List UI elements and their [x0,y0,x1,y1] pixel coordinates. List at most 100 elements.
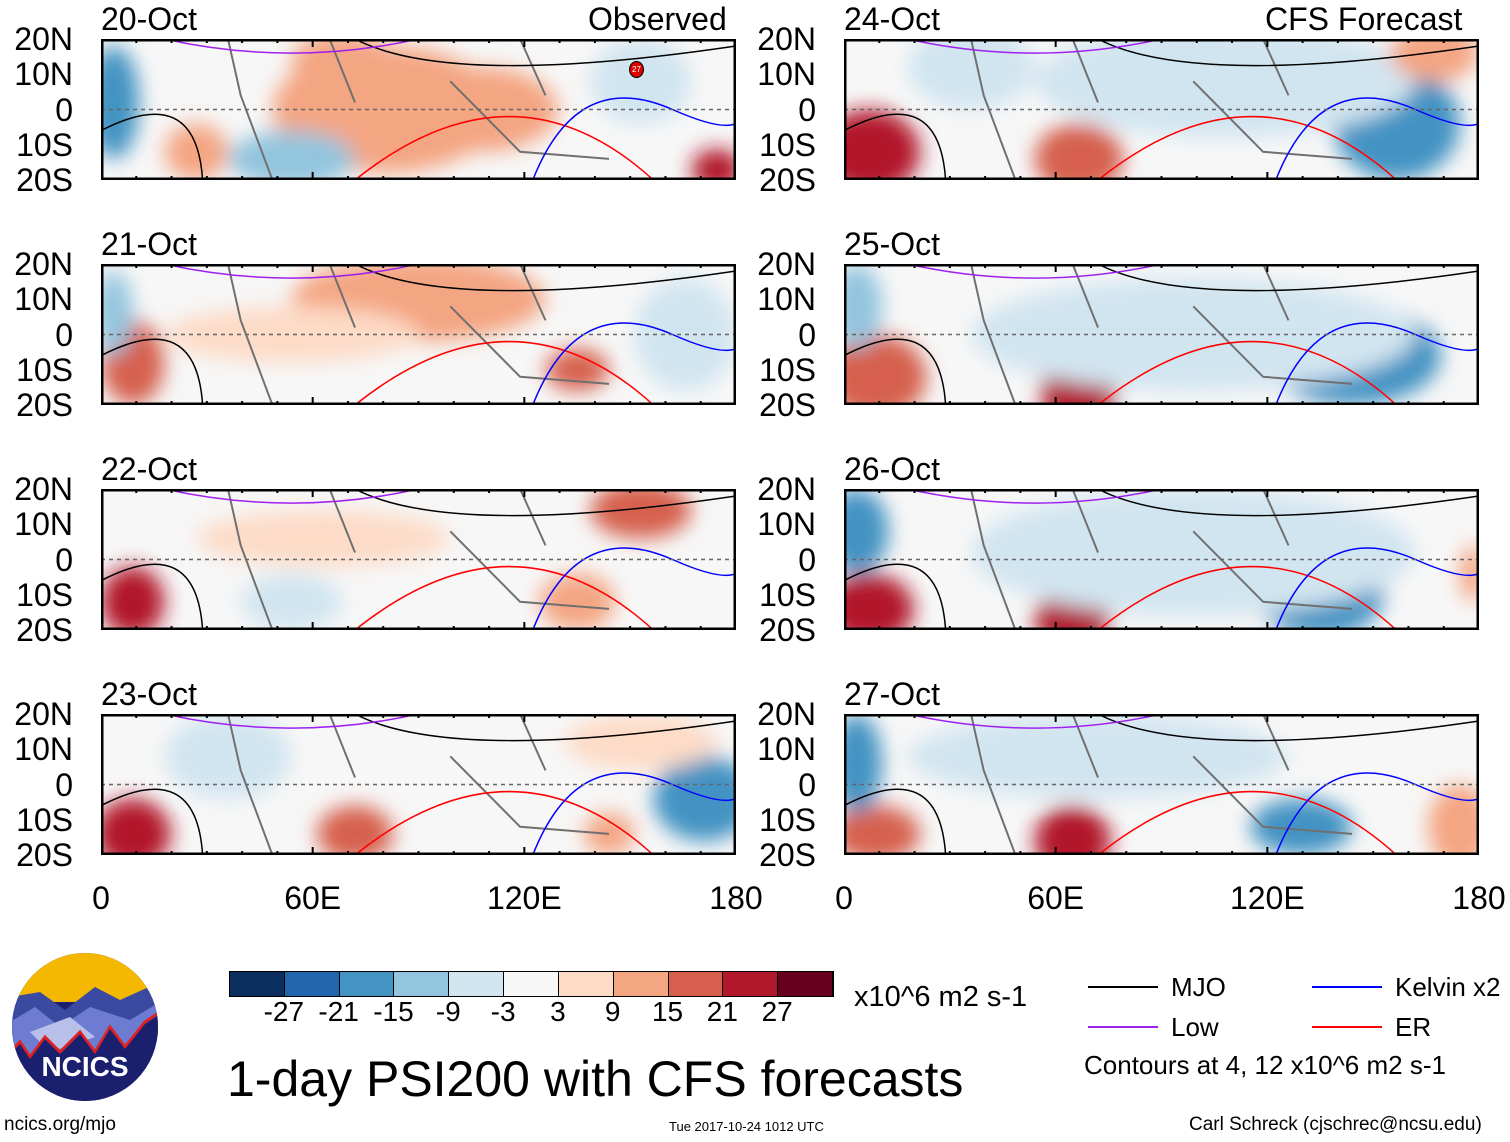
mjo-contour [1097,264,1479,292]
colorbar-tick: 27 [761,996,793,1027]
lat-label: 20N [757,246,816,282]
lat-label: 20S [759,612,816,648]
storm-marker: 27 [629,61,644,78]
panel-title: 27-Oct [844,676,941,712]
anomaly-region [164,123,228,180]
colorbar-swatch [284,972,340,996]
coastline [970,714,1353,855]
legend-label: Low [1171,1012,1219,1042]
lat-label: 0 [798,766,816,803]
mjo-contour [1097,714,1479,742]
mjo-contour [844,788,947,855]
anomaly-region [907,714,1289,799]
anomaly-region [316,805,394,855]
lat-label: 10N [14,506,73,543]
anomaly-region [583,812,635,855]
lat-label: 10N [14,56,73,93]
anomaly-region [971,489,1416,616]
coastline [227,264,610,405]
legend-label: MJO [1171,972,1226,1002]
lat-label: 20S [759,162,816,198]
coastline [970,489,1353,630]
coastline [227,714,610,855]
lat-label: 20S [16,162,73,198]
anomaly-region [164,714,292,799]
lat-label: 10N [757,281,816,318]
anomaly-region [971,278,1416,391]
lat-label: 20N [14,21,73,57]
timestamp: Tue 2017-10-24 1012 UTC [669,1119,824,1134]
coastline [227,489,610,630]
mjo-contour [354,714,736,742]
lon-label: 180 [1452,880,1506,916]
lat-label: 0 [55,91,73,128]
anomaly-region [844,334,927,405]
legend-label: ER [1395,1012,1432,1042]
anomaly-region [844,489,889,574]
er-contour [1097,115,1397,180]
lat-label: 10S [759,351,816,388]
colorbar-units: x10^6 m2 s-1 [854,981,1028,1013]
colorbar-tick: 15 [651,996,684,1027]
lat-label: 10N [757,56,816,93]
mjo-contour [101,563,204,630]
figure-title: 1-day PSI200 with CFS forecasts [227,1051,964,1107]
lat-label: 20N [757,471,816,507]
low-contour [164,714,419,729]
anomaly-region [691,148,736,180]
low-contour [907,39,1162,54]
lat-label: 10S [759,126,816,163]
legend-label: Kelvin x2 [1395,972,1501,1002]
colorbar-tick: -15 [373,996,414,1027]
colorbar-swatch [613,972,669,996]
er-contour [354,340,654,405]
lat-label: 20S [16,612,73,648]
legend-line [1312,1026,1382,1028]
anomaly-region [1034,123,1124,180]
map-panel [101,489,736,630]
panel-title: 23-Oct [101,676,198,712]
lat-label: 10S [16,576,73,613]
mjo-contour [844,113,947,180]
er-contour [1097,340,1397,405]
anomaly-region [405,67,559,152]
map-panel [844,489,1479,630]
anomaly-region [844,805,921,855]
panel-title: 21-Oct [101,226,198,262]
anomaly-region [164,306,419,363]
anomaly-region [907,39,1035,110]
lat-label: 20S [759,837,816,873]
lon-label: 0 [92,880,110,916]
anomaly-region [240,573,343,630]
map-panel [101,264,736,405]
lat-label: 10S [759,576,816,613]
mjo-contour [1097,39,1479,67]
colorbar-tick: 21 [706,996,738,1027]
colorbar-swatch [723,972,779,996]
anomaly-region [564,714,717,771]
er-contour [1097,790,1397,855]
anomaly-region [844,714,883,813]
legend-line [1088,986,1158,988]
coastline [970,264,1353,405]
lat-label: 20S [16,837,73,873]
low-contour [164,39,419,54]
lat-label: 20N [14,696,73,732]
coastline [227,39,610,180]
low-contour [164,264,419,279]
lon-label: 120E [1229,880,1305,916]
anomaly-region [844,264,883,349]
lat-label: 10N [757,731,816,768]
low-contour [907,264,1162,279]
anomaly-region [101,798,171,855]
lat-label: 0 [798,91,816,128]
anomaly-region [101,46,140,159]
anomaly-region [539,573,616,630]
anomaly-region [228,130,355,180]
anomaly-region [101,566,165,630]
lon-label: 0 [835,880,853,916]
lat-label: 10S [16,126,73,163]
lon-label: 60E [284,880,342,916]
mjo-contour [844,338,947,405]
